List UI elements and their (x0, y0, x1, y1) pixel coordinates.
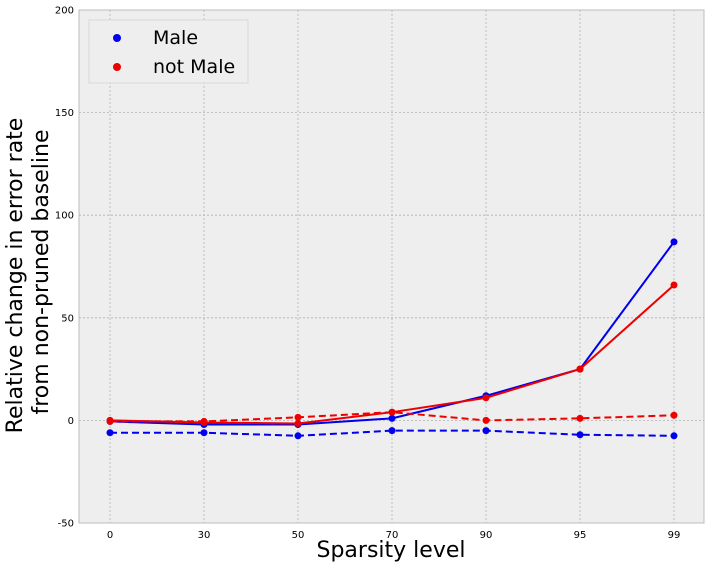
y-tick-label: 100 (55, 211, 74, 222)
y-tick-label: 50 (61, 313, 74, 324)
data-point-not-male (294, 419, 302, 427)
plot-background (78, 9, 705, 524)
data-point-male-dashed (388, 427, 396, 435)
data-series (106, 238, 678, 440)
data-point-male (388, 414, 396, 422)
legend-marker-male (113, 34, 121, 42)
data-point-not-male-dashed (294, 413, 302, 421)
data-point-not-male-dashed (388, 408, 396, 416)
y-tick-label: 200 (55, 6, 74, 17)
y-tick-label: -50 (58, 519, 74, 530)
data-point-not-male (670, 281, 678, 289)
legend-marker-not-male (113, 63, 121, 71)
data-point-not-male-dashed (576, 414, 584, 422)
y-tick-label: 150 (55, 108, 74, 119)
x-tick-label: 95 (574, 530, 587, 541)
legend-box (88, 19, 249, 84)
data-point-not-male (576, 365, 584, 373)
x-tick-labels: 0 30 50 70 90 95 99 (107, 530, 681, 541)
data-point-not-male-dashed (200, 417, 208, 425)
legend-label-male: Male (153, 27, 198, 49)
data-point-male (670, 238, 678, 246)
data-point-male-dashed (482, 427, 490, 435)
data-point-male-dashed (670, 432, 678, 440)
data-point-male-dashed (294, 432, 302, 440)
x-tick-label: 50 (292, 530, 305, 541)
y-axis-label: Relative change in error rate from non-p… (3, 111, 54, 434)
x-tick-label: 99 (668, 530, 681, 541)
x-tick-label: 90 (480, 530, 493, 541)
y-tick-label: 0 (68, 416, 74, 427)
y-axis-label-line-2: from non-pruned baseline (29, 129, 54, 414)
data-point-male-dashed (200, 429, 208, 437)
y-axis-label-line-1: Relative change in error rate (3, 118, 28, 434)
data-point-not-male-dashed (670, 411, 678, 419)
data-point-not-male (482, 394, 490, 402)
x-tick-label: 0 (107, 530, 113, 541)
legend-label-not-male: not Male (153, 56, 235, 78)
x-tick-label: 30 (198, 530, 211, 541)
legend: Male not Male (88, 19, 249, 84)
data-point-male-dashed (576, 431, 584, 439)
x-tick-label: 70 (386, 530, 399, 541)
data-point-not-male-dashed (482, 416, 490, 424)
grid-lines (79, 10, 704, 523)
y-tick-labels: -50 0 50 100 150 200 (55, 6, 74, 530)
data-point-not-male-dashed (106, 417, 114, 425)
data-point-male-dashed (106, 429, 114, 437)
x-axis-label: Sparsity level (317, 538, 466, 563)
